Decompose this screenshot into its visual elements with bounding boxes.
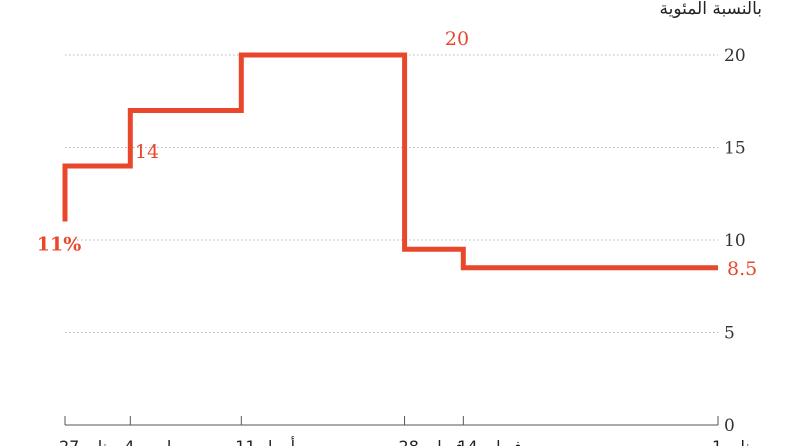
- series-layer: [62, 52, 718, 271]
- y-tick-0: 0: [724, 416, 735, 436]
- x-axis: 27 يناير 4 مارس 11 أبريل 28 فبراير14 فبراير…: [59, 416, 755, 446]
- x-tick-label-1: 4 مارس: [124, 437, 180, 446]
- y-tick-20: 20: [724, 46, 746, 66]
- x-tick-label-3: 28 فبراير: [399, 437, 463, 446]
- y-tick-5: 5: [724, 324, 735, 344]
- grid-lines: [65, 54, 718, 333]
- data-label-2: 20: [445, 28, 469, 50]
- unit-label: بالنسبة المئوية: [659, 0, 762, 19]
- x-tick-label-0: 27 يناير: [59, 437, 112, 446]
- y-tick-15: 15: [724, 139, 746, 159]
- data-label-0: 11%: [37, 234, 82, 256]
- data-labels-layer: 11% 14 20 8.5: [37, 28, 757, 280]
- y-tick-labels: 0 5 10 15 20: [724, 46, 746, 436]
- y-tick-10: 10: [724, 231, 746, 251]
- x-tick-label-5: 1 يناير: [712, 437, 755, 446]
- data-label-1: 14: [135, 141, 159, 163]
- x-tick-label-2: 11 أبريل: [235, 436, 295, 446]
- series-line-0: [62, 52, 718, 271]
- x-tick-label-4: 14 فبراير: [457, 437, 521, 446]
- data-label-3: 8.5: [727, 258, 757, 280]
